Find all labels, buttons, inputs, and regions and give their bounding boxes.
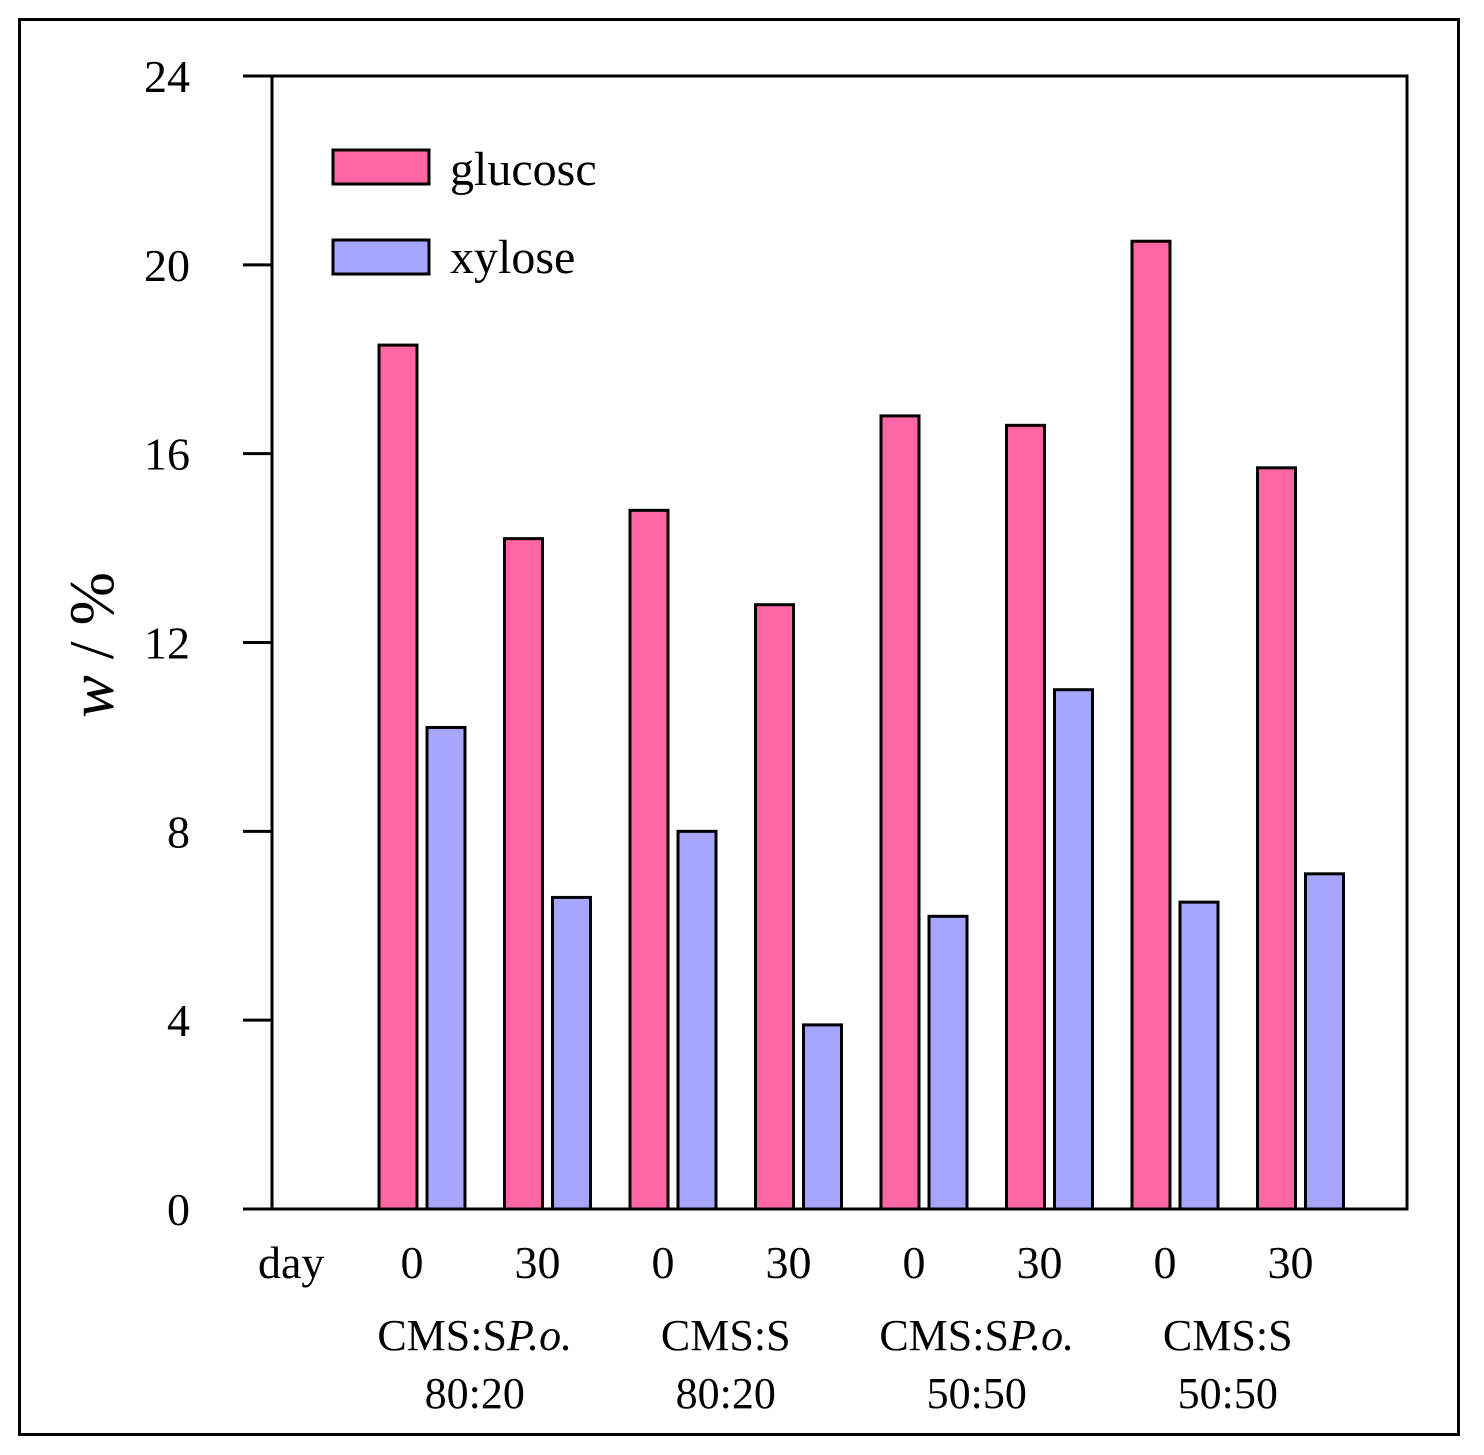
day-label-6: 0: [1154, 1237, 1177, 1288]
legend: glucosc xylose: [331, 143, 597, 284]
legend-swatch-xylose: [331, 238, 431, 276]
y-tick-label-0: 0: [167, 1184, 190, 1235]
day-label-7: 30: [1268, 1237, 1314, 1288]
day-label-1: 30: [515, 1237, 561, 1288]
group-label-line1-2: CMS:SP.o.: [879, 1311, 1074, 1360]
figure-frame: [18, 18, 1460, 1436]
bar-xylose-7: [1304, 872, 1345, 1211]
bar-xylose-6: [1178, 900, 1220, 1211]
y-tick-label-4: 4: [167, 995, 190, 1046]
group-label-line1-0: CMS:SP.o.: [377, 1311, 572, 1360]
group-label-line2-1: 80:20: [676, 1369, 776, 1418]
group-label-line2-3: 50:50: [1178, 1369, 1278, 1418]
day-label-5: 30: [1017, 1237, 1063, 1288]
y-axis-symbol: w: [56, 675, 127, 718]
day-label-3: 30: [766, 1237, 812, 1288]
bar-xylose-4: [927, 914, 969, 1211]
group-label-line2-2: 50:50: [927, 1369, 1027, 1418]
legend-label-xylose: xylose: [450, 231, 575, 284]
bar-glucose-7: [1256, 466, 1297, 1211]
group-label-line1-1: CMS:S: [661, 1311, 791, 1360]
bar-xylose-1: [551, 895, 592, 1211]
legend-swatch-glucose: [331, 148, 431, 186]
y-tick-label-20: 20: [144, 240, 190, 291]
legend-label-glucose: glucosc: [450, 143, 597, 196]
y-tick-label-12: 12: [144, 618, 190, 669]
bar-glucose-4: [879, 414, 921, 1211]
bar-glucose-5: [1005, 423, 1046, 1211]
bar-glucose-0: [377, 343, 419, 1211]
group-label-line1-3: CMS:S: [1163, 1311, 1293, 1360]
bar-xylose-3: [802, 1023, 843, 1211]
y-tick-label-8: 8: [167, 806, 190, 857]
y-tick-label-16: 16: [144, 429, 190, 480]
bar-glucose-3: [754, 603, 795, 1211]
bar-glucose-2: [628, 508, 670, 1211]
bar-xylose-5: [1053, 688, 1094, 1211]
bar-xylose-2: [676, 829, 718, 1211]
y-tick-label-24: 24: [144, 51, 190, 102]
y-axis-unit: / %: [56, 572, 127, 675]
y-axis-label: w / %: [56, 572, 127, 718]
bar-glucose-1: [503, 537, 544, 1211]
bar-glucose-6: [1130, 239, 1172, 1211]
day-label-2: 0: [652, 1237, 675, 1288]
bar-xylose-0: [425, 725, 467, 1211]
group-label-line2-0: 80:20: [425, 1369, 525, 1418]
day-label-0: 0: [401, 1237, 424, 1288]
day-row-label: day: [258, 1237, 324, 1288]
day-label-4: 0: [903, 1237, 926, 1288]
